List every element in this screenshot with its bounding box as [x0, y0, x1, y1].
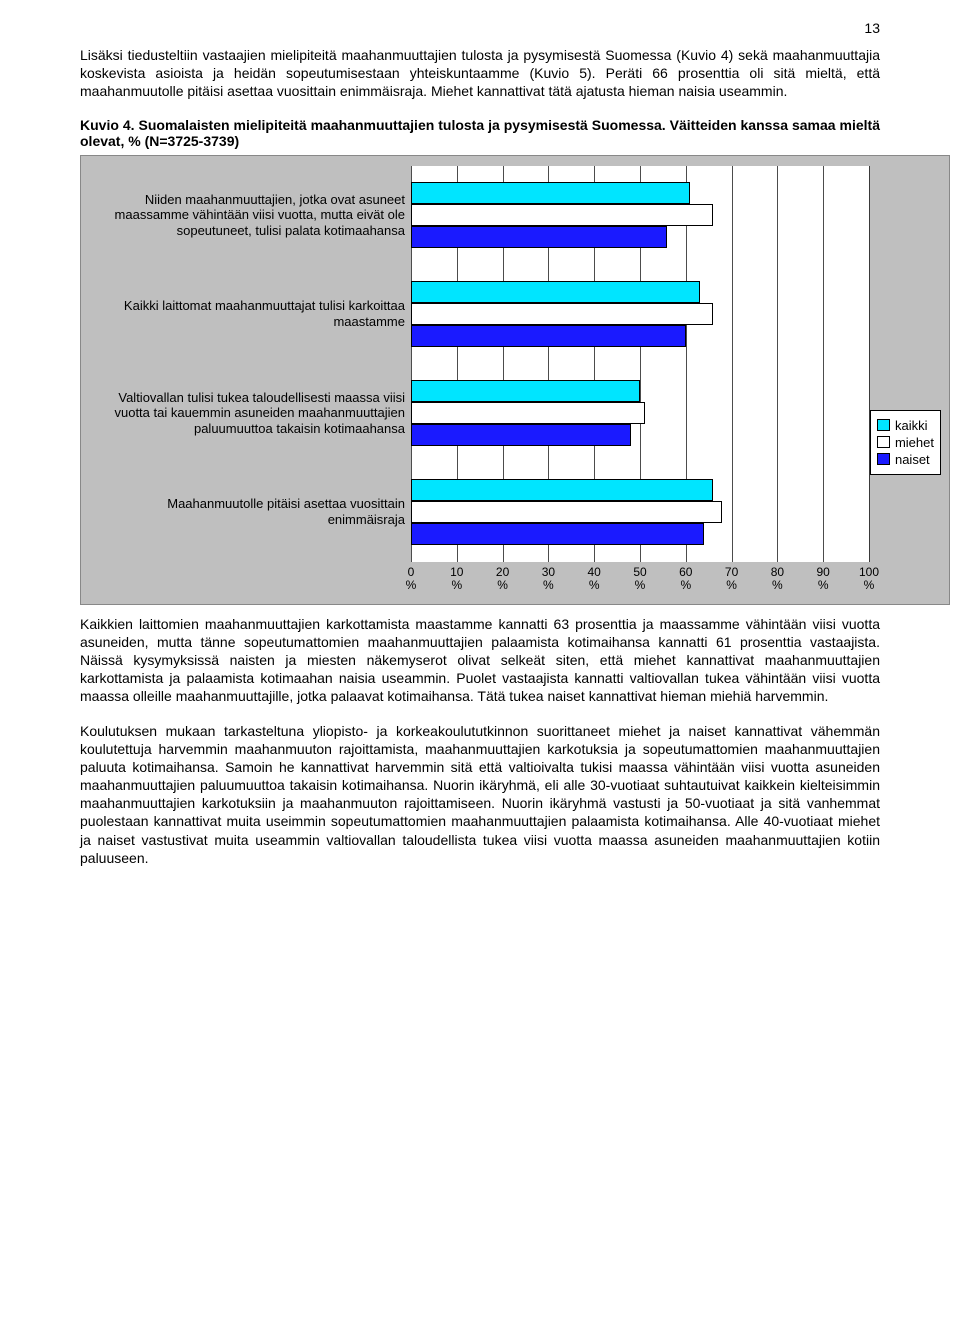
- chart-frame: Niiden maahanmuuttajien, jotka ovat asun…: [80, 155, 950, 605]
- x-tick: 60%: [679, 566, 692, 592]
- x-tick: 40%: [588, 566, 601, 592]
- x-tick: 100%: [859, 566, 879, 592]
- chart-x-axis: 0% 10% 20% 30% 40% 50% 60% 70% 80% 90% 100%: [81, 566, 949, 594]
- bar-miehet: [411, 204, 713, 226]
- x-tick: 80%: [771, 566, 784, 592]
- axis-spacer: [81, 566, 411, 594]
- axis-ticks: 0%10%20%30%40%50%60%70%80%90%100%: [411, 566, 869, 594]
- paragraph-3: Koulutuksen mukaan tarkasteltuna yliopis…: [80, 722, 880, 868]
- legend-swatch: [877, 453, 890, 465]
- bar-kaikki: [411, 182, 690, 204]
- x-tick: 90%: [817, 566, 830, 592]
- chart-legend: kaikki miehet naiset: [870, 410, 941, 475]
- category-label: Kaikki laittomat maahanmuuttajat tulisi …: [91, 265, 411, 364]
- legend-label: naiset: [895, 452, 930, 467]
- category-label: Valtiovallan tulisi tukea taloudellisest…: [91, 364, 411, 463]
- chart-caption: Kuvio 4. Suomalaisten mielipiteitä maaha…: [80, 117, 880, 149]
- bar-group: [411, 166, 869, 265]
- x-tick: 70%: [725, 566, 738, 592]
- legend-label: kaikki: [895, 418, 928, 433]
- legend-item: kaikki: [877, 418, 934, 433]
- chart-plot-area: [411, 166, 869, 562]
- axis-legend-spacer: [869, 566, 949, 594]
- bar-miehet: [411, 402, 645, 424]
- bar-naiset: [411, 226, 667, 248]
- bar-naiset: [411, 325, 686, 347]
- paragraph-2: Kaikkien laittomien maahanmuuttajien kar…: [80, 615, 880, 706]
- x-tick: 0%: [406, 566, 417, 592]
- bar-miehet: [411, 303, 713, 325]
- chart-body: Niiden maahanmuuttajien, jotka ovat asun…: [81, 166, 949, 562]
- legend-swatch: [877, 419, 890, 431]
- bar-kaikki: [411, 479, 713, 501]
- bar-group: [411, 463, 869, 562]
- chart-plot-column: [411, 166, 869, 562]
- bar-naiset: [411, 424, 631, 446]
- chart-labels-column: Niiden maahanmuuttajien, jotka ovat asun…: [81, 166, 411, 562]
- legend-item: naiset: [877, 452, 934, 467]
- bar-group: [411, 265, 869, 364]
- bar-kaikki: [411, 281, 700, 303]
- bar-group: [411, 364, 869, 463]
- bar-naiset: [411, 523, 704, 545]
- category-label: Niiden maahanmuuttajien, jotka ovat asun…: [91, 166, 411, 265]
- chart-legend-column: kaikki miehet naiset: [869, 166, 949, 562]
- paragraph-1: Lisäksi tiedusteltiin vastaajien mielipi…: [80, 46, 880, 101]
- document-page: 13 Lisäksi tiedusteltiin vastaajien miel…: [40, 0, 920, 923]
- category-label: Maahanmuutolle pitäisi asettaa vuosittai…: [91, 463, 411, 562]
- x-tick: 10%: [450, 566, 463, 592]
- x-tick: 20%: [496, 566, 509, 592]
- legend-item: miehet: [877, 435, 934, 450]
- x-tick: 30%: [542, 566, 555, 592]
- bar-miehet: [411, 501, 722, 523]
- x-tick: 50%: [633, 566, 646, 592]
- page-number: 13: [80, 20, 880, 36]
- legend-swatch: [877, 436, 890, 448]
- legend-label: miehet: [895, 435, 934, 450]
- bar-kaikki: [411, 380, 640, 402]
